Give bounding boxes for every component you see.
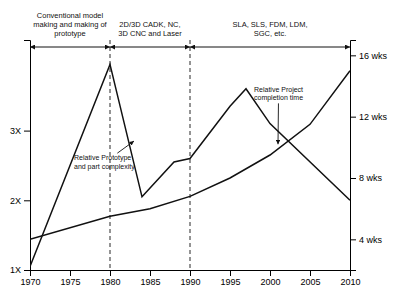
tick-mark: [350, 117, 356, 118]
eras: Conventional modelmaking and making ofpr…: [30, 11, 350, 47]
tick-mark: [230, 270, 231, 276]
y-axis: 1X 2X 3X: [10, 41, 31, 276]
tick-label: 1985: [140, 277, 160, 287]
tick-mark: [310, 270, 311, 276]
y2-axis: 4 wks 8 wks 12 wks 16 wks: [350, 41, 388, 271]
tick-mark: [110, 270, 111, 276]
tick-mark: [270, 270, 271, 276]
axis-line: [351, 41, 357, 271]
tick-mark: [150, 270, 151, 276]
tick-mark: [350, 55, 356, 56]
annotation: Relative Projectcompletion time: [254, 86, 303, 103]
tick-label: 1X: [10, 265, 21, 275]
annotation: Relative Prototypeand part complexity: [74, 154, 135, 171]
plot: 1970 1975 1980 1985 1990 1995 2000 2005 2010 1X 2X…: [10, 11, 388, 287]
tick-label: 16 wks: [359, 51, 388, 61]
tick-mark: [350, 239, 356, 240]
tick: 1985: [140, 270, 160, 287]
tick: 4 wks: [350, 235, 383, 245]
tick-mark: [190, 270, 191, 276]
tick: 3X: [10, 126, 30, 136]
tick-mark: [70, 270, 71, 276]
era-label: 2D/3D CADK, NC,3D CNC and Laser: [118, 20, 182, 38]
tick-label: 1995: [220, 277, 240, 287]
tick-label: 2X: [10, 196, 21, 206]
tick: 1970: [20, 270, 40, 287]
tick-label: 2000: [260, 277, 280, 287]
tick-label: 1980: [100, 277, 120, 287]
tick: 8 wks: [350, 173, 383, 183]
annotation-arrow: [117, 141, 134, 153]
tick: 2X: [10, 196, 30, 206]
tick: 1X: [10, 265, 30, 275]
chart: 1970 1975 1980 1985 1990 1995 2000 2005 2010 1X 2X…: [0, 0, 396, 292]
tick-label: 8 wks: [359, 173, 383, 183]
x-axis: 1970 1975 1980 1985 1990 1995 2000 2005 2010: [20, 270, 360, 287]
tick-label: 1975: [60, 277, 80, 287]
tick: 16 wks: [350, 51, 388, 61]
tick-label: 2010: [340, 277, 360, 287]
axis-line: [31, 271, 351, 277]
line: [30, 71, 350, 240]
era-arrow: [30, 47, 110, 48]
tick: 1995: [220, 270, 240, 287]
dashed-line: [190, 40, 191, 270]
tick-label: 4 wks: [359, 235, 383, 245]
annotations: Relative Prototypeand part complexity Rel…: [74, 86, 303, 171]
data-area: [30, 40, 350, 270]
tick-label: 12 wks: [359, 112, 388, 122]
tick-mark: [24, 131, 30, 132]
tick: 2005: [300, 270, 320, 287]
tick-label: 1990: [180, 277, 200, 287]
era-label: SLA, SLS, FDM, LDM,SGC, etc.: [232, 20, 307, 38]
tick-mark: [350, 178, 356, 179]
tick: 1990: [180, 270, 200, 287]
tick-label: 3X: [10, 126, 21, 136]
axis-line: [24, 41, 31, 271]
tick: 2000: [260, 270, 280, 287]
tick: 12 wks: [350, 112, 388, 122]
era-arrow: [190, 47, 350, 48]
line: [30, 64, 350, 266]
era-label: Conventional modelmaking and making ofpr…: [33, 11, 107, 38]
tick-label: 2005: [300, 277, 320, 287]
tick: 1980: [100, 270, 120, 287]
tick-label: 1970: [20, 277, 40, 287]
tick: 2010: [340, 270, 360, 287]
chart-container: 1970 1975 1980 1985 1990 1995 2000 2005 2010 1X 2X…: [0, 0, 396, 292]
tick-mark: [24, 270, 30, 271]
tick: 1975: [60, 270, 80, 287]
annotation-arrow: [278, 103, 279, 144]
tick-mark: [24, 200, 30, 201]
era-arrow: [110, 47, 190, 48]
